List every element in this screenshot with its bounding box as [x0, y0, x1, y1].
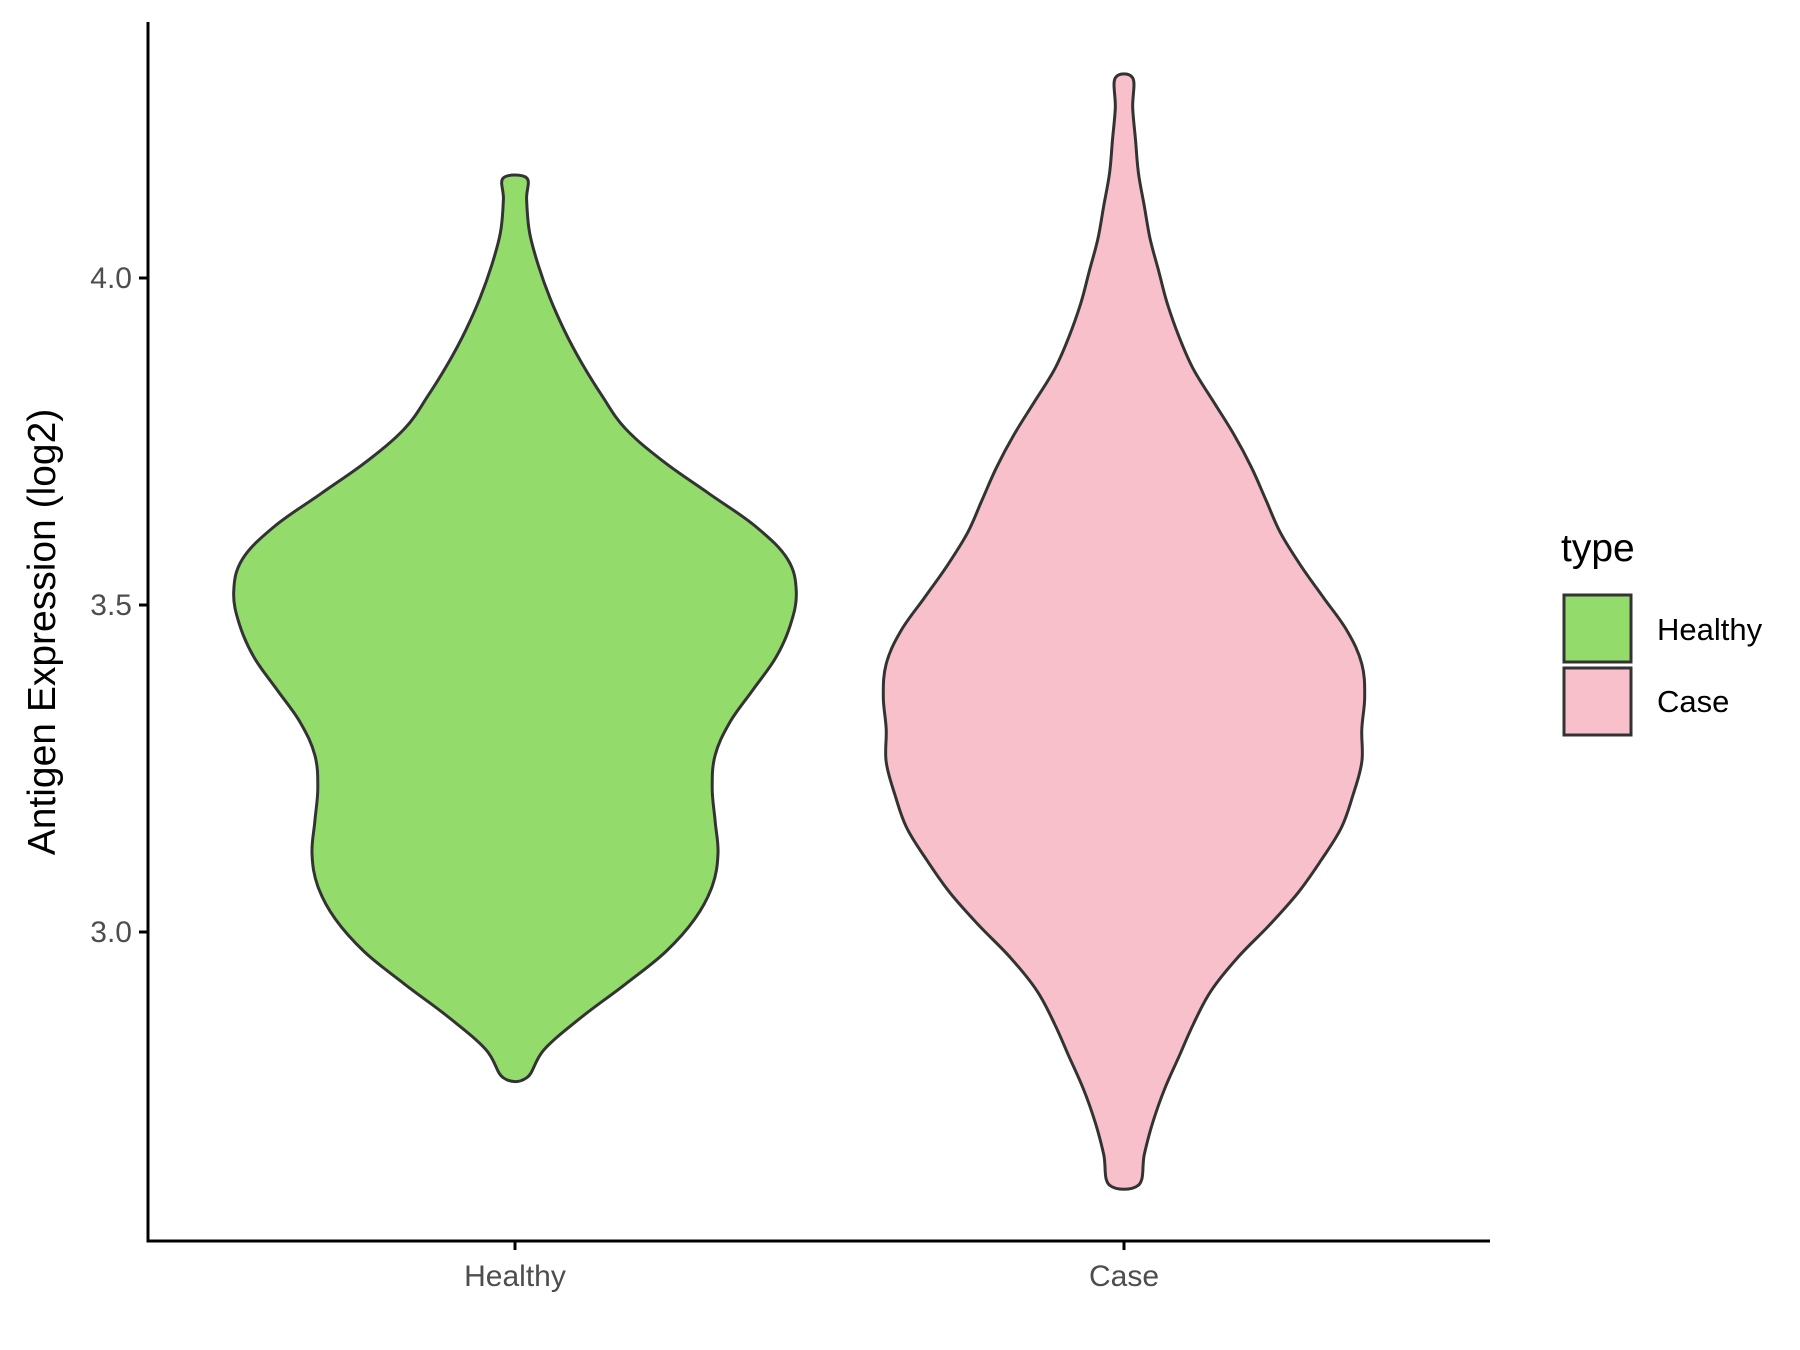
y-tick-label: 3.5	[90, 589, 132, 622]
legend-label-healthy: Healthy	[1657, 612, 1763, 647]
x-ticks-layer: Healthy Case	[464, 1241, 1159, 1293]
y-axis-title: Antigen Expression (log2)	[21, 409, 64, 856]
violin-case	[881, 72, 1367, 1191]
legend-title: type	[1561, 527, 1635, 570]
x-tick-label-case: Case	[1089, 1260, 1159, 1293]
violin-healthy	[232, 173, 798, 1084]
y-ticks-layer: 3.0 3.5 4.0	[90, 262, 148, 949]
y-tick-label: 3.0	[90, 916, 132, 949]
violins-layer	[232, 72, 1367, 1191]
y-tick-label: 4.0	[90, 262, 132, 295]
x-tick-label-healthy: Healthy	[464, 1260, 566, 1293]
legend-key-healthy	[1562, 593, 1633, 664]
legend: type Healthy Case	[1561, 527, 1763, 737]
legend-key-case	[1562, 666, 1633, 737]
legend-label-case: Case	[1657, 684, 1729, 719]
